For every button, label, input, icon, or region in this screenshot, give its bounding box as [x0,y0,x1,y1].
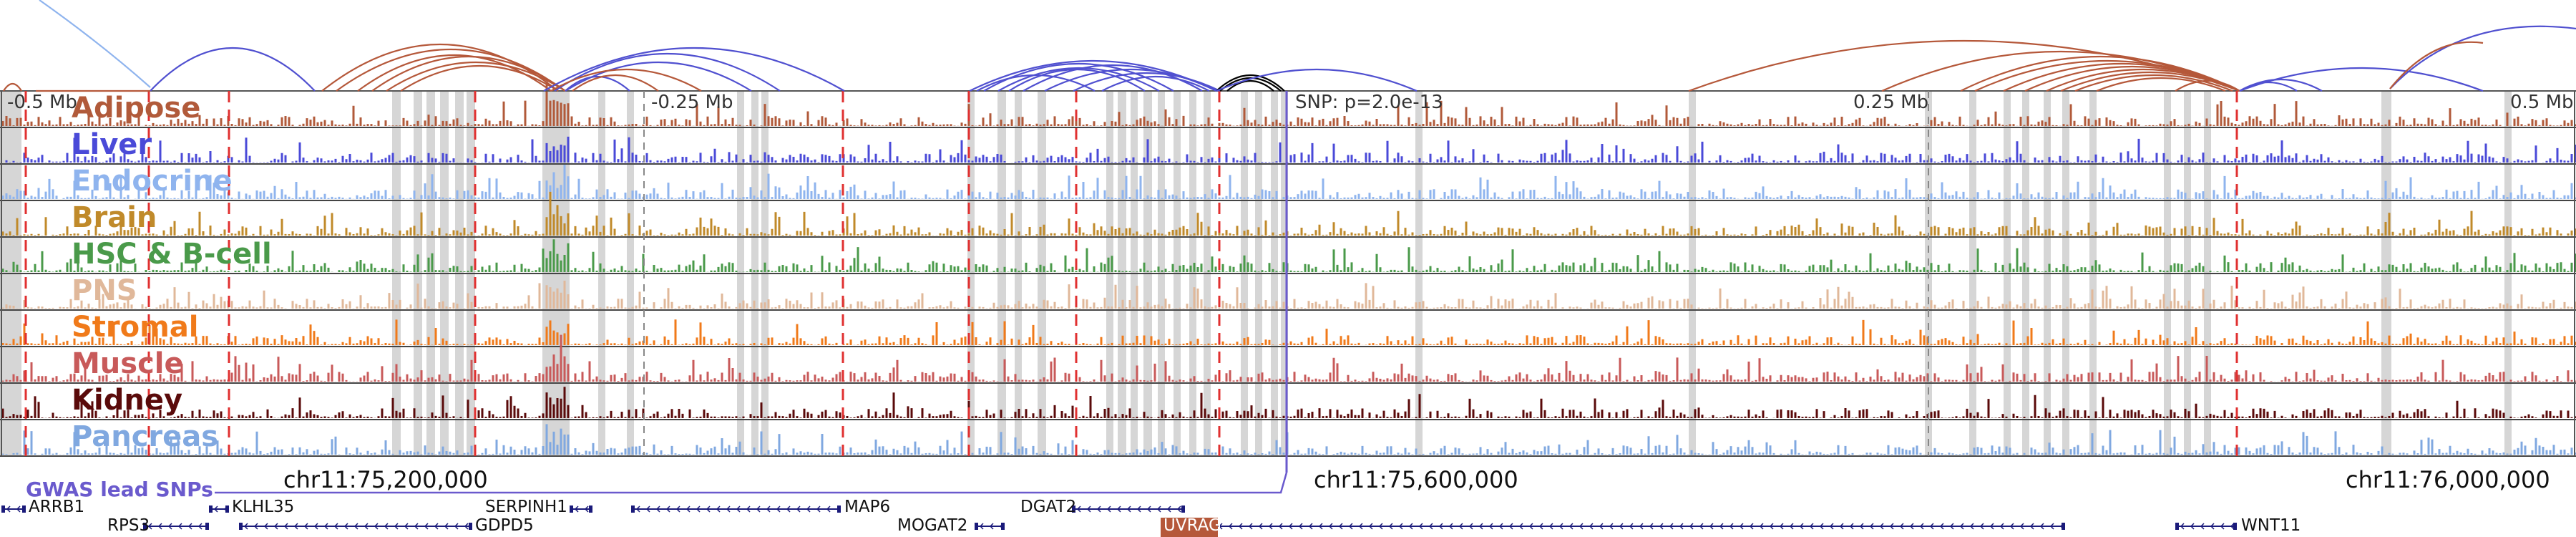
chromatin-loop-arc [997,67,1160,92]
gene-label-uvrag: UVRAG [1163,516,1221,535]
gene-exon-rps3 [205,523,209,530]
gwas-track-label: GWAS lead SNPs [26,478,213,501]
chromatin-loop-arc [39,0,151,88]
gene-exon-dgat2 [1072,505,1075,513]
gene-exon-uvrag [2062,523,2065,530]
gene-exon-klhl35 [225,505,229,513]
gene-strand-rps3 [147,523,203,530]
chromatin-loop-arc [554,53,781,92]
track-label-pns: PNS [72,274,137,307]
track-label-stromal: Stromal [72,311,199,344]
gene-exon-arrb1 [22,505,26,513]
chromatin-loop-arc [400,64,559,92]
chromatin-loop-arc [550,68,702,92]
chromatin-loop-arc [2389,41,2484,90]
chromatin-loop-arc [543,47,845,92]
coordinate-label: chr11:75,200,000 [283,466,488,493]
gene-label-arrb1: ARRB1 [29,498,85,516]
uvrag-highlight-box [1161,518,1218,537]
signal-track [1,424,2576,455]
gene-exon-wnt11 [2233,523,2237,530]
gene-strand-map6 [635,505,841,513]
track-label-muscle: Muscle [72,347,184,380]
gene-exon-map6 [631,505,635,513]
chromatin-loop-arc [2239,81,2298,92]
gene-label-mogat2: MOGAT2 [897,516,968,535]
chromatin-loop-arc [2060,71,2240,92]
gene-label-wnt11: WNT11 [2241,516,2301,535]
ruler-tick-label: 0.5 Mb [2510,92,2574,113]
gene-label-serpinh1: SERPINH1 [485,498,567,516]
gene-exon-klhl35 [209,505,213,513]
gene-exon-gdpd5 [239,523,243,530]
gene-strand-gdpd5 [243,523,469,530]
track-label-pancreas: Pancreas [72,420,219,453]
gene-exon-rps3 [143,523,147,530]
track-label-kidney: Kidney [72,384,183,417]
chromatin-loop-arc [1216,74,1285,92]
snp-pvalue-label: SNP: p=2.0e-13 [1295,92,1443,113]
chromatin-loop-arc [1960,56,2240,92]
chromatin-loop-arc [2175,80,2240,92]
gene-strand-arrb1 [6,505,21,513]
signal-track [1,239,2576,272]
signal-track [1,191,2576,236]
chromatin-loop-arc [2096,77,2226,92]
track-label-liver: Liver [72,128,152,161]
chromatin-loop-arc [1216,68,1418,92]
chromatin-loop-arc [1073,72,1221,92]
gene-exon-arrb1 [1,505,5,513]
signal-track [1,81,2576,126]
chromatin-loop-arc [976,74,1096,92]
coordinate-label: chr11:76,000,000 [2346,466,2550,493]
gene-strand-wnt11 [2180,523,2235,530]
chromatin-loop-arc [3,82,22,92]
chromatin-loop-arc [565,76,630,92]
gene-label-map6: MAP6 [844,498,891,516]
track-label-adipose: Adipose [72,92,201,125]
gene-exon-wnt11 [2175,523,2179,530]
gwas-connector [215,472,1288,494]
ruler-tick-label: -0.5 Mb [7,92,77,113]
track-label-brain: Brain [72,201,157,234]
signal-track [1,281,2576,309]
gene-label-klhl35: KLHL35 [232,498,295,516]
ruler-tick-label: -0.25 Mb [651,92,733,113]
signal-track [1,319,2576,345]
chromatin-loop-arc [2389,25,2576,90]
gene-strand-serpinh1 [574,505,589,513]
coordinate-label: chr11:75,600,000 [1314,466,1518,493]
gene-label-rps3: RPS3 [107,516,150,535]
gene-strand-uvrag [1218,523,2064,530]
signal-track [1,165,2576,199]
gene-exon-map6 [837,505,841,513]
chromatin-loop-arc [572,74,659,92]
gene-exon-gdpd5 [469,523,472,530]
track-label-hsc-b-cell: HSC & B-cell [72,238,272,271]
signal-track [5,136,2576,163]
gene-exon-serpinh1 [589,505,592,513]
signal-track [1,334,2576,382]
chromatin-loop-arc [2074,74,2233,92]
chromatin-loop-arc [386,62,566,92]
gene-exon-dgat2 [1181,505,1185,513]
gene-strand-dgat2 [1076,505,1181,513]
chromatin-loop-arc [1101,76,1210,92]
gene-exon-mogat2 [975,523,978,530]
gene-label-dgat2: DGAT2 [1020,498,1077,516]
track-label-endocrine: Endocrine [72,165,233,198]
gene-exon-serpinh1 [570,505,573,513]
signal-track [1,387,2576,418]
chromatin-loop-arc [150,47,316,92]
ruler-tick-label: 0.25 Mb [1853,92,1929,113]
gene-exon-mogat2 [1001,523,1005,530]
chromatin-loop-arc [1226,80,1274,92]
chromatin-loop-arc [371,55,566,92]
gene-label-gdpd5: GDPD5 [475,516,534,535]
